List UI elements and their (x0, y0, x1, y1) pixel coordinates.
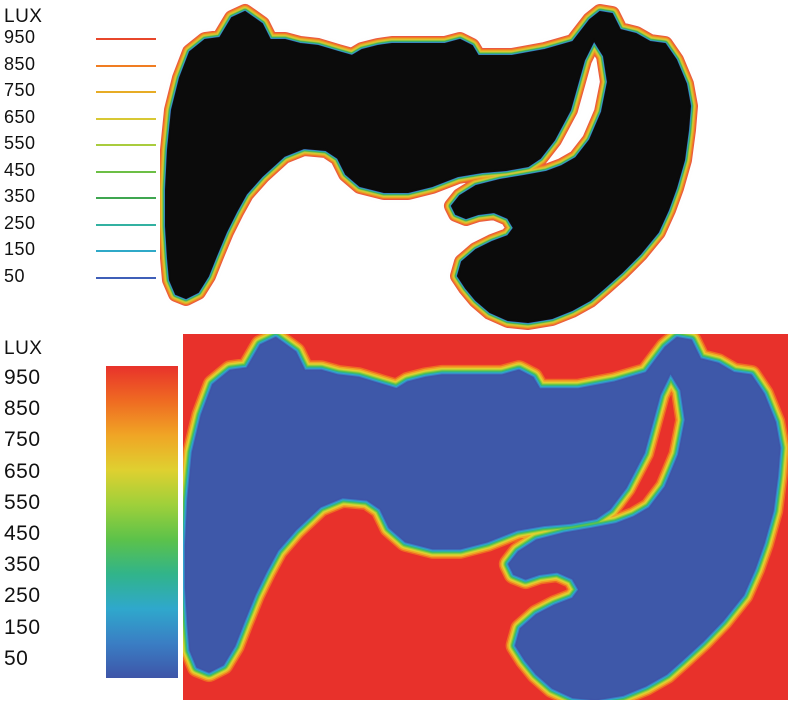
heatmap-legend-label-750: 750 (4, 428, 41, 452)
heatmap-legend-label-850: 850 (4, 397, 41, 421)
contour-plot (160, 4, 698, 330)
heatmap-interior (186, 338, 779, 699)
contour-legend-label-250: 250 (4, 212, 36, 233)
contour-legend-line-150 (96, 250, 156, 252)
heatmap-legend-label-550: 550 (4, 490, 41, 514)
contour-legend-title: LUX (4, 6, 43, 27)
contour-legend-label-550: 550 (4, 133, 36, 153)
floorplan-interior (165, 10, 692, 324)
contour-legend-line-650 (96, 117, 156, 120)
contour-legend-line-750 (96, 91, 156, 93)
heatmap-legend-label-650: 650 (4, 459, 41, 483)
heatmap-plot (183, 334, 788, 700)
contour-legend-line-250 (96, 223, 156, 226)
contour-legend-label-50: 50 (4, 265, 26, 286)
contour-legend-label-350: 350 (4, 186, 36, 206)
contour-legend-line-350 (96, 197, 156, 199)
heatmap-legend-label-350: 350 (4, 553, 41, 577)
contour-legend-label-750: 750 (4, 80, 36, 100)
contour-legend-label-150: 150 (4, 239, 36, 259)
contour-legend-label-450: 450 (4, 159, 36, 180)
heatmap-legend-label-50: 50 (4, 646, 29, 670)
heatmap-colorbar (106, 366, 178, 678)
heatmap-legend-label-950: 950 (4, 366, 41, 389)
heatmap-legend-label-150: 150 (4, 615, 41, 639)
contour-legend-line-550 (96, 144, 156, 146)
contour-panel: LUX 950 850 750 650 550 450 350 250 150 50 (0, 0, 788, 330)
heatmap-legend-label-450: 450 (4, 522, 41, 545)
contour-legend-line-450 (96, 170, 156, 173)
heatmap-legend-title: LUX (4, 338, 43, 359)
heatmap-panel: LUX 950 850 750 650 550 450 350 250 150 50 (0, 330, 788, 706)
contour-legend-label-850: 850 (4, 53, 36, 74)
contour-legend-line-50 (96, 276, 156, 279)
heatmap-legend-label-250: 250 (4, 584, 41, 608)
contour-legend-label-650: 650 (4, 106, 36, 127)
contour-legend-label-950: 950 (4, 27, 36, 47)
contour-legend-line-950 (96, 38, 156, 40)
contour-legend-line-850 (96, 64, 156, 67)
